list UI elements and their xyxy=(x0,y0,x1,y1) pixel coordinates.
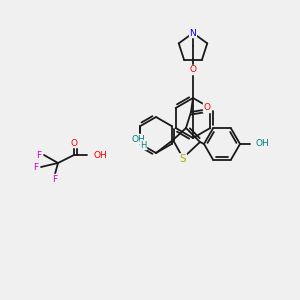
Text: OH: OH xyxy=(131,134,145,143)
Text: OH: OH xyxy=(255,140,269,148)
Text: S: S xyxy=(180,154,186,164)
Text: N: N xyxy=(190,28,196,38)
Text: F: F xyxy=(33,163,38,172)
Text: H: H xyxy=(140,140,147,149)
Text: OH: OH xyxy=(93,151,107,160)
Text: O: O xyxy=(70,139,77,148)
Text: O: O xyxy=(190,65,196,74)
Text: F: F xyxy=(36,151,41,160)
Text: F: F xyxy=(52,175,58,184)
Text: O: O xyxy=(203,103,211,112)
